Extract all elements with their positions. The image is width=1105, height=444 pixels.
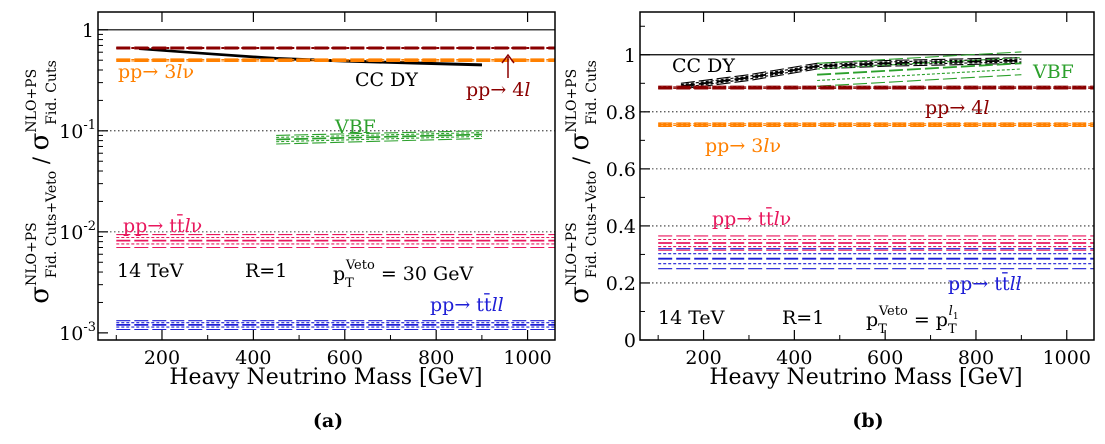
panel-b-label-3lnu: pp→ 3lν — [705, 135, 781, 157]
panel-b-series-line — [817, 51, 1022, 64]
panel-a-series-line — [276, 133, 482, 141]
panel-a-series-1 — [116, 46, 555, 50]
panel-a-series-line — [276, 132, 482, 138]
panel-b-caption: (b) — [852, 410, 884, 432]
panel-a-label-4l: pp→ 4l — [466, 79, 530, 101]
panel-b-xlabel: Heavy Neutrino Mass [GeV] — [709, 365, 1022, 390]
panel-b-ticks: 200 400 600 800 1000 0 0.2 0.4 0.6 0.8 1 — [606, 12, 1091, 369]
panel-b-xtick-label: 400 — [776, 347, 812, 369]
panel-a-label-3lnu: pp→ 3lν — [118, 61, 194, 83]
panel-b-series-line — [817, 57, 1022, 70]
panel-b-label-vbf: VBF — [1032, 61, 1074, 83]
panel-b-series-line — [680, 57, 1022, 84]
panel-b-series-1 — [817, 51, 1022, 87]
panel-a-4l-arrowhead — [501, 53, 515, 64]
panel-a-series-4 — [116, 234, 555, 249]
panel-b-series-4 — [658, 235, 1094, 251]
panel-b-series-2 — [658, 85, 1094, 90]
panel-b-ytick-label: 0.2 — [606, 273, 636, 295]
panel-a-xtick-label: 800 — [418, 347, 454, 369]
panel-a-series-0 — [139, 47, 482, 67]
panel-a-ytick-label: 10-2 — [59, 219, 96, 244]
panel-a-frame — [97, 11, 556, 341]
panel-b-series-line — [680, 59, 1022, 88]
panel-b-label-ttlnu: pp→ tt̄lν — [712, 206, 791, 230]
panel-a-series — [116, 46, 555, 331]
panel-a-ylabel: σNLO+PS Fid. Cuts+Veto / σNLO+PS Fid. Cuts — [24, 60, 60, 304]
panel-b-ytick-label: 0.8 — [606, 102, 636, 124]
panel-a-series-line — [276, 130, 482, 136]
panel-b-label-ccdy: CC DY — [672, 55, 735, 77]
panel-a-xtick-label: 200 — [144, 347, 180, 369]
panel-b-series-5 — [658, 248, 1094, 270]
panel-b: 200 400 600 800 1000 0 0.2 0.4 0.6 0.8 1 Heavy Neu… — [564, 11, 1095, 390]
panel-a-ytick-label: 10-3 — [59, 320, 96, 345]
panel-b-xtick-label: 200 — [685, 347, 721, 369]
panel-b-series-line — [680, 61, 1022, 89]
panel-a-energy: 14 TeV — [117, 260, 184, 282]
panel-a-series-5 — [116, 320, 555, 331]
panel-b-series-line — [817, 62, 1022, 76]
panel-a-series-2 — [116, 58, 555, 63]
panel-b-veto-label: pTVeto = pTl1 — [866, 304, 959, 337]
panel-b-ytick-label: 0.4 — [606, 216, 636, 238]
panel-b-ylabel: σNLO+PS Fid. Cuts+Veto / σNLO+PS Fid. Cuts — [564, 60, 600, 304]
panel-b-label-4l: pp→ 4l — [925, 97, 989, 119]
panel-a-label-ccdy: CC DY — [355, 69, 418, 91]
panel-a-xtick-label: 600 — [327, 347, 363, 369]
panel-a-veto-label: pTVeto = 30 GeV — [333, 258, 473, 291]
panel-b-series — [658, 51, 1094, 270]
panel-a-radius: R=1 — [245, 260, 287, 282]
panel-b-series-3 — [658, 122, 1094, 127]
panel-a-xtick-label: 1000 — [503, 347, 551, 369]
panel-a-ytick-label: 1 — [82, 20, 94, 42]
panel-a-label-vbf: VBF — [334, 116, 376, 138]
panel-b-grid — [640, 54, 1094, 284]
panel-b-label-ttll: pp→ tt̄ll — [948, 271, 1022, 295]
panel-a-label-ttlnu: pp→ tt̄lν — [123, 213, 202, 237]
panel-a-ytick-label: 10-1 — [59, 118, 96, 143]
panel-b-series-line — [817, 74, 1022, 87]
panel-a: 200 400 600 800 1000 10-3 10-2 10-1 1 Heavy Neut… — [24, 11, 556, 390]
panel-a-label-ttll: pp→ tt̄ll — [430, 292, 504, 316]
panel-b-ytick-label: 1 — [624, 45, 636, 67]
panel-b-xtick-label: 600 — [867, 347, 903, 369]
panel-b-series-line — [817, 68, 1022, 82]
panel-a-xlabel: Heavy Neutrino Mass [GeV] — [169, 365, 482, 390]
panel-b-ytick-label: 0.6 — [606, 159, 636, 181]
panel-b-series-line — [680, 62, 1022, 90]
panel-b-xtick-label: 800 — [958, 347, 994, 369]
panel-b-ytick-label: 0 — [624, 330, 636, 352]
panel-b-frame — [639, 11, 1095, 341]
panel-a-series-line — [139, 47, 482, 65]
panel-b-radius: R=1 — [782, 307, 824, 329]
panel-a-xtick-label: 400 — [235, 347, 271, 369]
panel-b-energy: 14 TeV — [658, 307, 725, 329]
panel-b-xtick-label: 1000 — [1043, 347, 1091, 369]
panel-a-series-3 — [276, 130, 482, 145]
panel-a-series-line — [276, 135, 482, 143]
panel-a-caption: (a) — [312, 410, 344, 432]
panel-a-series-line — [276, 137, 482, 145]
